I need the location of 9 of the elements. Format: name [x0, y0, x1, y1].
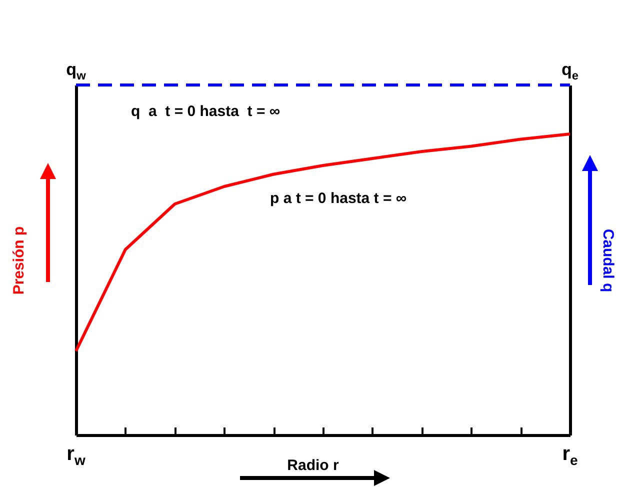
annotation: q$_{e}$: [561, 60, 578, 82]
x-axis-title: Radio r: [287, 456, 339, 474]
y2-axis-title: Caudal q: [600, 228, 616, 292]
annotation: p a t = 0 hasta t = ∞: [270, 190, 407, 206]
annotation: q$_{w}$: [66, 60, 86, 82]
annotation: q a t = 0 hasta t = ∞: [131, 102, 280, 120]
x-tick-label: r$_{e}$: [562, 442, 578, 468]
y-axis-title: Presión p: [10, 226, 28, 295]
x-tick-label: r$_{w}$: [66, 442, 86, 468]
